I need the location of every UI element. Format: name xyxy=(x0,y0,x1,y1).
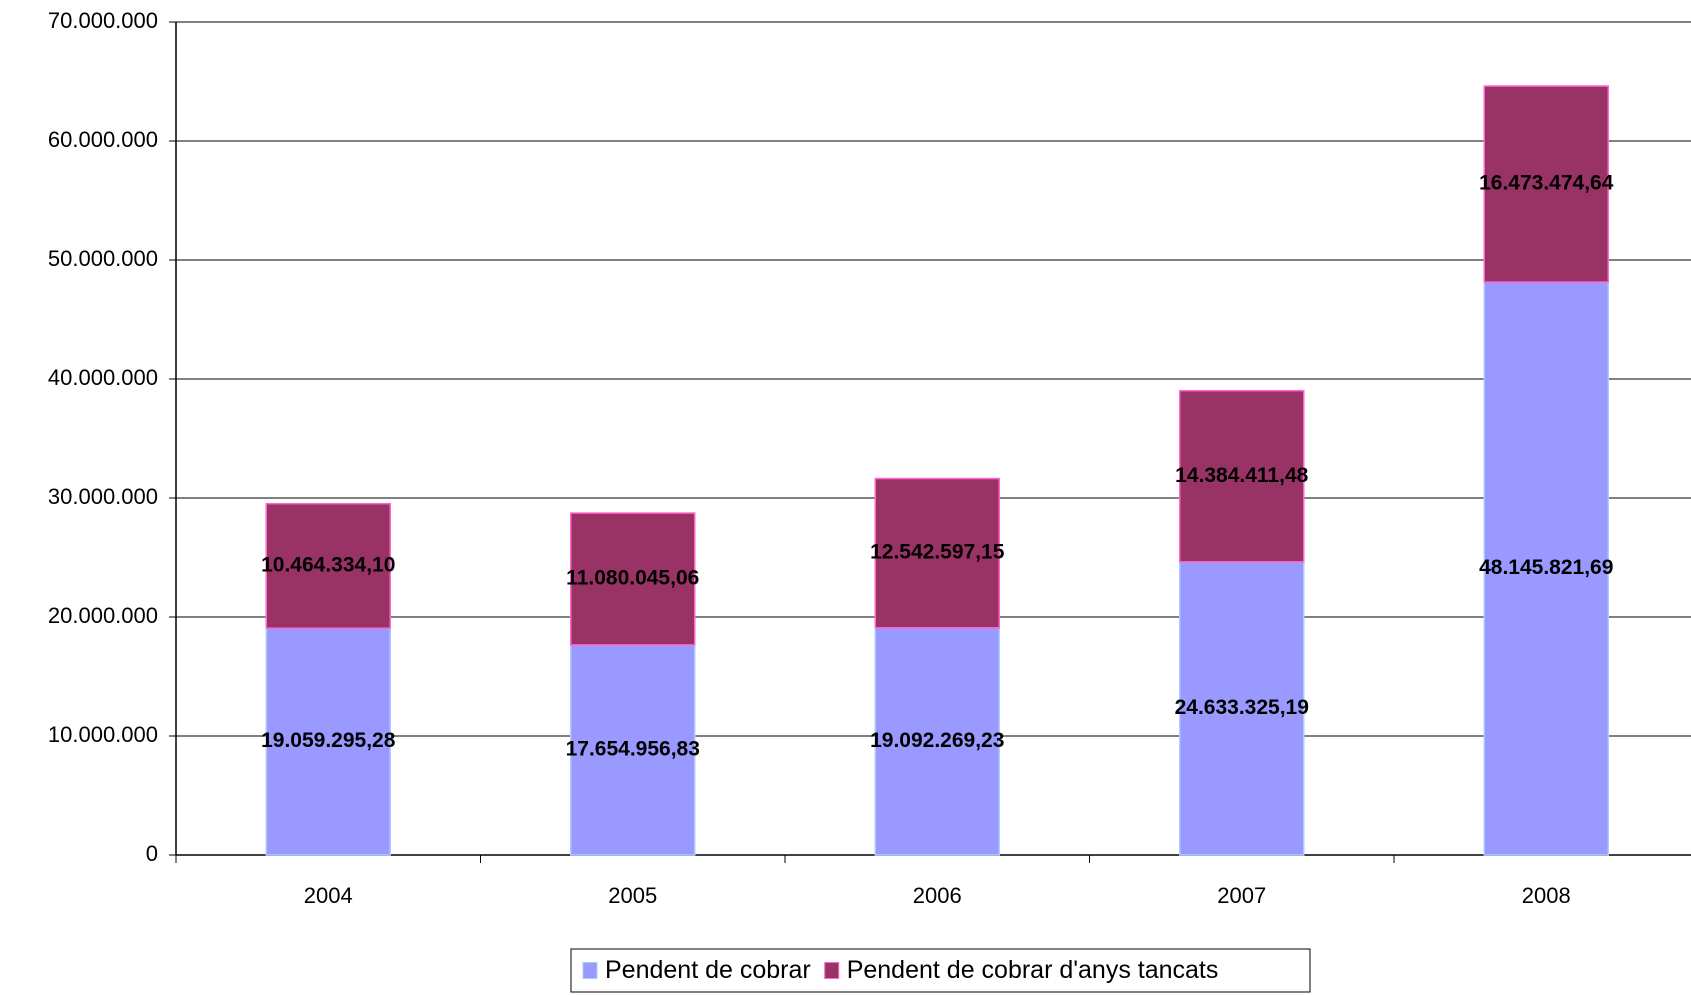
y-tick-label: 40.000.000 xyxy=(48,365,158,390)
data-label: 14.384.411,48 xyxy=(1175,464,1308,487)
y-tick-label: 30.000.000 xyxy=(48,484,158,509)
x-tick-label: 2006 xyxy=(913,883,962,908)
data-label: 48.145.821,69 xyxy=(1479,556,1613,579)
data-label: 17.654.956,83 xyxy=(566,737,700,760)
bar-segment xyxy=(874,627,1000,856)
y-tick-label: 60.000.000 xyxy=(48,127,158,152)
bar-segment xyxy=(570,512,696,646)
legend-box xyxy=(570,948,1311,993)
bar-segment xyxy=(1179,561,1305,856)
data-label: 16.473.474,64 xyxy=(1479,172,1614,195)
x-tick-label: 2004 xyxy=(304,883,353,908)
x-tick-label: 2008 xyxy=(1522,883,1571,908)
legend-label: Pendent de cobrar d'anys tancats xyxy=(847,956,1219,984)
y-tick-label: 70.000.000 xyxy=(48,8,158,33)
x-tick-label: 2007 xyxy=(1217,883,1266,908)
data-label: 11.080.045,06 xyxy=(566,567,699,590)
legend-swatch xyxy=(824,962,840,979)
bar-segment xyxy=(874,477,1000,629)
bar-segment xyxy=(1483,85,1609,283)
bar-segment xyxy=(265,627,391,856)
data-label: 12.542.597,15 xyxy=(870,541,1005,564)
data-label: 24.633.325,19 xyxy=(1175,696,1309,719)
y-tick-label: 0 xyxy=(146,841,158,866)
bar-segment xyxy=(1179,389,1305,563)
bar-segment xyxy=(265,502,391,629)
y-tick-label: 50.000.000 xyxy=(48,246,158,271)
legend-swatch xyxy=(582,962,598,979)
y-tick-label: 10.000.000 xyxy=(48,722,158,747)
y-tick-label: 20.000.000 xyxy=(48,603,158,628)
data-label: 19.092.269,23 xyxy=(870,729,1004,752)
x-tick-label: 2005 xyxy=(608,883,657,908)
bar-segment xyxy=(570,644,696,856)
data-label: 19.059.295,28 xyxy=(261,729,396,752)
data-label: 10.464.334,10 xyxy=(261,553,395,576)
legend-label: Pendent de cobrar xyxy=(605,956,811,984)
bar-segment xyxy=(1483,281,1609,856)
